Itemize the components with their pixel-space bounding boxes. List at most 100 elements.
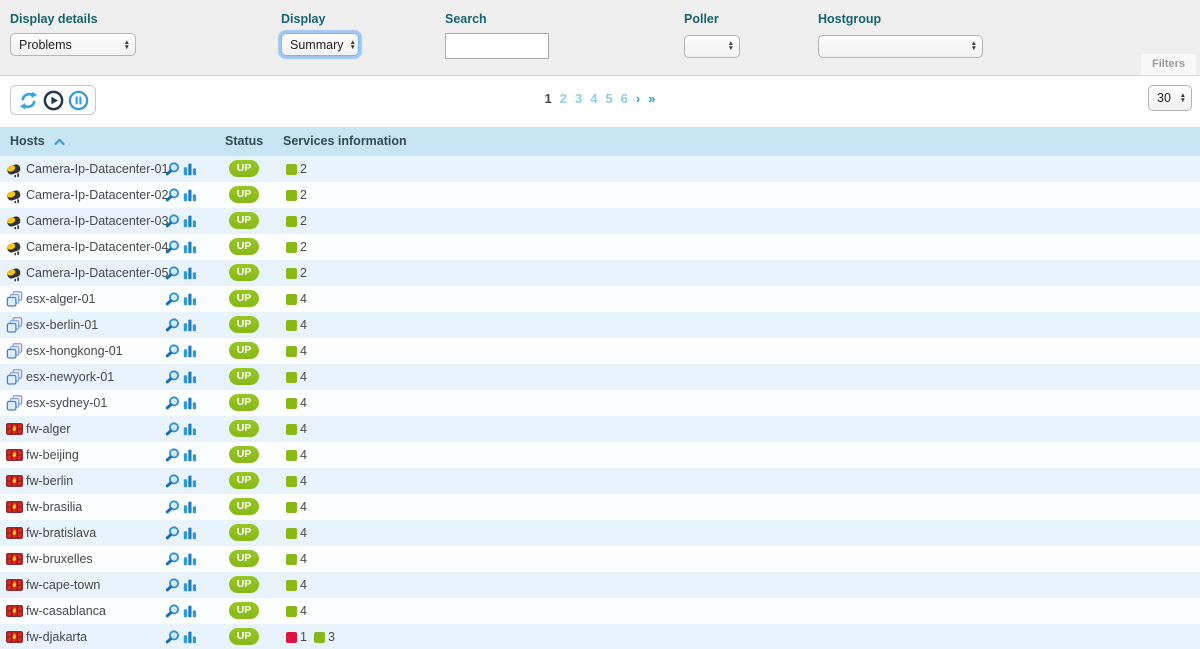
- host-graph-icon[interactable]: [183, 396, 197, 410]
- host-graph-icon[interactable]: [183, 162, 197, 176]
- host-name-link[interactable]: fw-casablanca: [26, 604, 106, 618]
- service-details-icon[interactable]: [165, 188, 180, 203]
- service-ok-square[interactable]: [286, 345, 297, 357]
- service-details-icon[interactable]: [165, 630, 180, 645]
- service-details-icon[interactable]: [165, 370, 180, 385]
- host-graph-icon[interactable]: [183, 344, 197, 358]
- service-details-icon[interactable]: [165, 162, 180, 177]
- host-graph-icon[interactable]: [183, 370, 197, 384]
- host-graph-icon[interactable]: [183, 526, 197, 540]
- page-link[interactable]: 5: [605, 91, 613, 106]
- service-details-icon[interactable]: [165, 474, 180, 489]
- service-ok-square[interactable]: [286, 371, 297, 383]
- service-ok-square[interactable]: [286, 241, 297, 253]
- display-details-select[interactable]: Problems ▲ ▼: [10, 33, 136, 56]
- host-name-link[interactable]: fw-bruxelles: [26, 552, 93, 566]
- service-details-icon[interactable]: [165, 604, 180, 619]
- hostgroup-select[interactable]: ▲ ▼: [818, 34, 983, 58]
- page-size-select[interactable]: 30 ▲ ▼: [1148, 85, 1192, 111]
- host-graph-icon[interactable]: [183, 266, 197, 280]
- search-input[interactable]: [445, 33, 549, 59]
- service-ok-square[interactable]: [286, 527, 297, 539]
- service-details-icon[interactable]: [165, 292, 180, 307]
- service-ok-square[interactable]: [286, 605, 297, 617]
- column-header-hosts[interactable]: Hosts: [10, 127, 65, 156]
- host-name-link[interactable]: fw-brasilia: [26, 500, 83, 514]
- service-details-icon[interactable]: [165, 526, 180, 541]
- host-graph-icon[interactable]: [183, 188, 197, 202]
- service-details-icon[interactable]: [165, 266, 180, 281]
- host-name-link[interactable]: esx-alger-01: [26, 292, 96, 306]
- column-header-status[interactable]: Status: [225, 134, 264, 148]
- host-name-link[interactable]: fw-bratislava: [26, 526, 97, 540]
- service-details-icon[interactable]: [165, 500, 180, 515]
- host-name-link[interactable]: fw-berlin: [26, 474, 74, 488]
- service-ok-square[interactable]: [286, 215, 297, 227]
- poller-select[interactable]: ▲ ▼: [684, 34, 740, 58]
- service-details-icon[interactable]: [165, 318, 180, 333]
- host-name-link[interactable]: esx-sydney-01: [26, 396, 108, 410]
- page-link[interactable]: 2: [559, 91, 567, 106]
- host-graph-icon[interactable]: [183, 578, 197, 592]
- service-ok-square[interactable]: [286, 293, 297, 305]
- host-graph-icon[interactable]: [183, 318, 197, 332]
- last-page-icon[interactable]: »: [648, 91, 656, 106]
- filters-button[interactable]: Filters: [1140, 54, 1196, 75]
- service-ok-square[interactable]: [313, 631, 325, 643]
- host-graph-icon[interactable]: [183, 500, 197, 514]
- next-page-icon[interactable]: ›: [635, 91, 641, 106]
- host-name-link[interactable]: Camera-Ip-Datacenter-01: [26, 162, 169, 176]
- host-name-link[interactable]: esx-hongkong-01: [26, 344, 123, 358]
- host-graph-icon[interactable]: [183, 214, 197, 228]
- service-ok-square[interactable]: [286, 397, 297, 409]
- service-details-icon[interactable]: [165, 240, 180, 255]
- host-name-link[interactable]: Camera-Ip-Datacenter-05: [26, 266, 169, 280]
- host-graph-icon[interactable]: [183, 448, 197, 462]
- page-link[interactable]: 3: [574, 91, 583, 106]
- service-ok-square[interactable]: [286, 423, 297, 435]
- service-details-icon[interactable]: [165, 578, 180, 593]
- page-current[interactable]: 1: [544, 91, 552, 106]
- host-graph-icon[interactable]: [183, 604, 197, 618]
- host-graph-icon[interactable]: [183, 474, 197, 488]
- service-details-icon[interactable]: [165, 214, 180, 229]
- service-ok-square[interactable]: [286, 319, 297, 331]
- service-ok-square[interactable]: [286, 475, 297, 487]
- host-name-link[interactable]: Camera-Ip-Datacenter-03: [26, 214, 169, 228]
- host-name-link[interactable]: fw-cape-town: [26, 578, 101, 592]
- service-ok-square[interactable]: [286, 267, 297, 279]
- status-badge: UP: [229, 290, 259, 307]
- host-name-link[interactable]: fw-beijing: [26, 448, 79, 462]
- service-details-icon[interactable]: [165, 344, 180, 359]
- host-graph-icon[interactable]: [183, 630, 197, 644]
- host-name-link[interactable]: fw-alger: [26, 422, 71, 436]
- host-graph-icon[interactable]: [183, 240, 197, 254]
- service-ok-square[interactable]: [286, 449, 297, 461]
- service-details-icon[interactable]: [165, 552, 180, 567]
- service-ok-square[interactable]: [286, 501, 297, 513]
- host-name-link[interactable]: fw-djakarta: [26, 630, 88, 644]
- page-link[interactable]: 4: [590, 91, 598, 106]
- pause-icon[interactable]: [67, 89, 89, 111]
- host-graph-icon[interactable]: [183, 552, 197, 566]
- service-details-icon[interactable]: [165, 422, 180, 437]
- column-header-services[interactable]: Services information: [283, 134, 407, 148]
- service-ok-square[interactable]: [286, 579, 297, 591]
- service-details-icon[interactable]: [165, 448, 180, 463]
- host-name-link[interactable]: esx-berlin-01: [26, 318, 99, 332]
- play-icon[interactable]: [42, 89, 64, 111]
- host-graph-icon[interactable]: [183, 292, 197, 306]
- page-link[interactable]: 6: [620, 91, 628, 106]
- service-ok-square[interactable]: [286, 553, 297, 565]
- host-name-link[interactable]: Camera-Ip-Datacenter-02: [26, 188, 169, 202]
- service-critical-square[interactable]: [286, 631, 297, 643]
- display-select[interactable]: Summary ▲ ▼: [281, 33, 359, 56]
- services-cell: 2: [286, 208, 311, 234]
- service-details-icon[interactable]: [165, 396, 180, 411]
- refresh-icon[interactable]: [17, 89, 39, 111]
- host-name-link[interactable]: Camera-Ip-Datacenter-04: [26, 240, 169, 254]
- host-graph-icon[interactable]: [183, 422, 197, 436]
- host-name-link[interactable]: esx-newyork-01: [26, 370, 115, 384]
- service-ok-square[interactable]: [286, 163, 297, 175]
- service-ok-square[interactable]: [286, 189, 297, 201]
